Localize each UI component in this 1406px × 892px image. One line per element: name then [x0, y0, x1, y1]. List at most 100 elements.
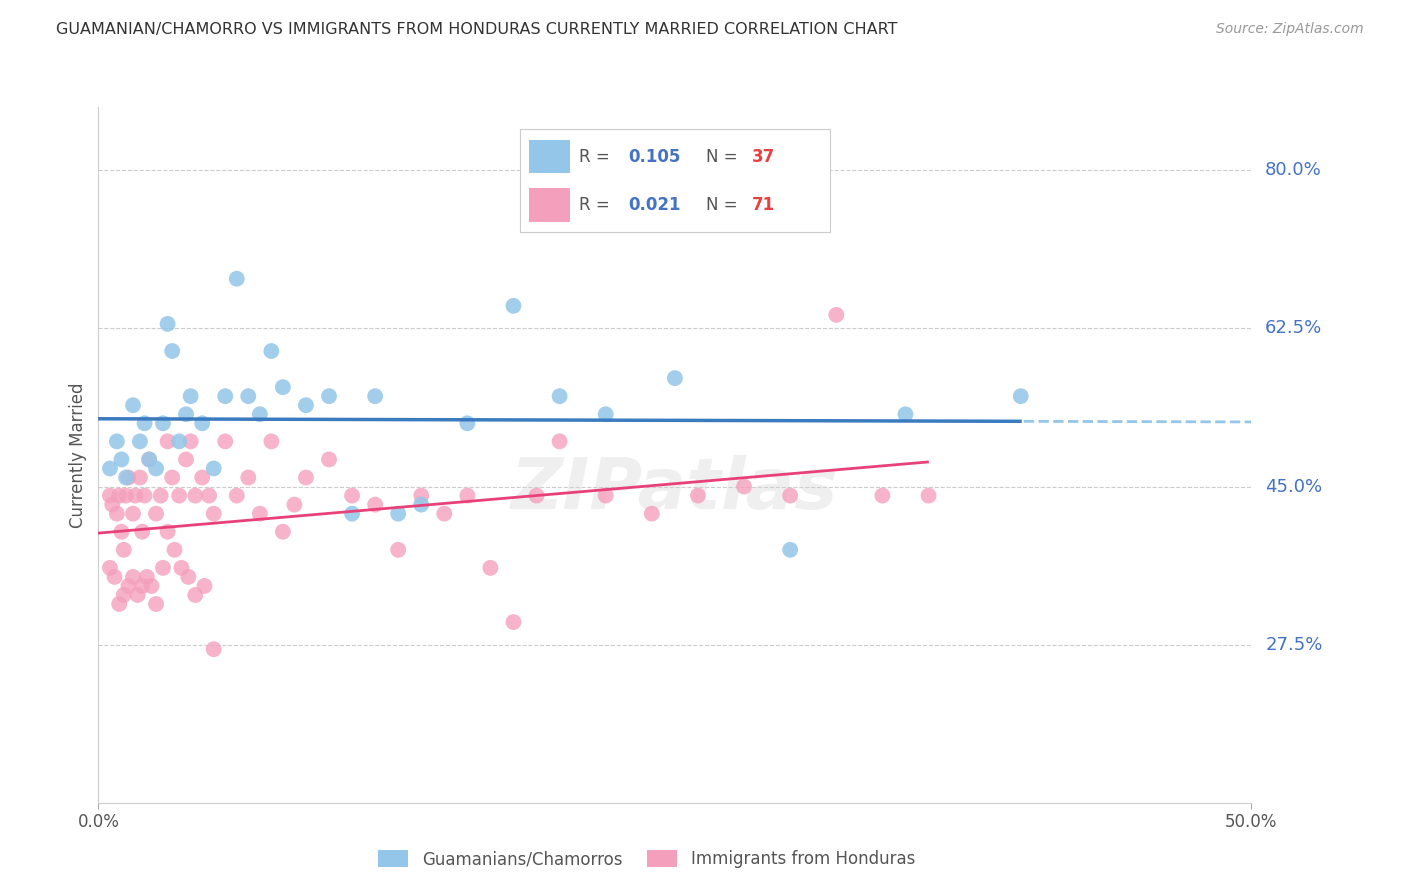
Point: [595, 407, 617, 421]
Point: [595, 489, 617, 503]
Point: [295, 398, 318, 412]
Point: [180, 389, 202, 403]
Point: [141, 579, 163, 593]
Point: [98, 489, 121, 503]
Point: [112, 542, 135, 557]
Point: [160, 470, 183, 484]
Point: [105, 434, 128, 449]
Point: [170, 561, 193, 575]
Point: [825, 308, 848, 322]
Point: [124, 489, 146, 503]
Point: [177, 570, 200, 584]
Point: [134, 417, 156, 431]
Point: [145, 507, 167, 521]
Point: [214, 389, 236, 403]
Text: 37: 37: [752, 147, 776, 166]
Point: [174, 452, 197, 467]
Point: [198, 489, 221, 503]
Point: [193, 579, 215, 593]
Point: [917, 489, 939, 503]
Point: [318, 389, 340, 403]
Text: Source: ZipAtlas.com: Source: ZipAtlas.com: [1216, 22, 1364, 37]
Text: 80.0%: 80.0%: [1265, 161, 1322, 179]
Point: [184, 489, 207, 503]
Text: R =: R =: [579, 147, 614, 166]
Point: [387, 507, 409, 521]
Point: [238, 389, 260, 403]
Point: [283, 498, 305, 512]
Point: [502, 299, 524, 313]
FancyBboxPatch shape: [530, 188, 569, 221]
Text: N =: N =: [706, 147, 742, 166]
Point: [872, 489, 894, 503]
Point: [156, 317, 179, 331]
Point: [271, 380, 294, 394]
Point: [138, 452, 160, 467]
Point: [98, 561, 121, 575]
Text: 27.5%: 27.5%: [1265, 636, 1323, 654]
Point: [112, 588, 135, 602]
Point: [295, 470, 318, 484]
Point: [364, 389, 387, 403]
Point: [127, 588, 149, 602]
Point: [152, 561, 174, 575]
Text: 62.5%: 62.5%: [1265, 319, 1323, 337]
FancyBboxPatch shape: [530, 140, 569, 173]
Point: [249, 507, 271, 521]
Point: [260, 344, 283, 359]
Point: [271, 524, 294, 539]
Point: [202, 461, 225, 475]
Point: [433, 507, 456, 521]
Point: [103, 570, 125, 584]
Text: ZIPatlas: ZIPatlas: [512, 455, 838, 524]
Y-axis label: Currently Married: Currently Married: [69, 382, 87, 528]
Point: [225, 271, 247, 285]
Point: [156, 434, 179, 449]
Point: [191, 417, 214, 431]
Point: [411, 489, 433, 503]
Legend: Guamanians/Chamorros, Immigrants from Honduras: Guamanians/Chamorros, Immigrants from Ho…: [371, 843, 922, 875]
Text: GUAMANIAN/CHAMORRO VS IMMIGRANTS FROM HONDURAS CURRENTLY MARRIED CORRELATION CHA: GUAMANIAN/CHAMORRO VS IMMIGRANTS FROM HO…: [56, 22, 898, 37]
Point: [548, 434, 571, 449]
Point: [129, 470, 152, 484]
Point: [779, 489, 801, 503]
Point: [134, 489, 156, 503]
Point: [249, 407, 271, 421]
Point: [122, 398, 145, 412]
Point: [117, 579, 139, 593]
Point: [202, 642, 225, 657]
Point: [101, 498, 124, 512]
Point: [174, 407, 197, 421]
Point: [191, 470, 214, 484]
Point: [131, 579, 153, 593]
Point: [122, 507, 145, 521]
Point: [411, 498, 433, 512]
Point: [156, 524, 179, 539]
Point: [686, 489, 709, 503]
Point: [260, 434, 283, 449]
Text: 0.105: 0.105: [628, 147, 681, 166]
Point: [479, 561, 502, 575]
Point: [115, 470, 138, 484]
Point: [664, 371, 686, 385]
Point: [340, 507, 363, 521]
Point: [160, 344, 183, 359]
Point: [202, 507, 225, 521]
Point: [526, 489, 548, 503]
Point: [340, 489, 363, 503]
Point: [214, 434, 236, 449]
Point: [117, 470, 139, 484]
Point: [98, 461, 121, 475]
Text: N =: N =: [706, 195, 742, 214]
Text: 45.0%: 45.0%: [1265, 477, 1323, 496]
Point: [163, 542, 186, 557]
Point: [894, 407, 917, 421]
Text: 0.021: 0.021: [628, 195, 681, 214]
Point: [167, 489, 190, 503]
Point: [135, 570, 157, 584]
Point: [238, 470, 260, 484]
Point: [502, 615, 524, 629]
Point: [129, 434, 152, 449]
Point: [105, 507, 128, 521]
Point: [733, 479, 755, 493]
